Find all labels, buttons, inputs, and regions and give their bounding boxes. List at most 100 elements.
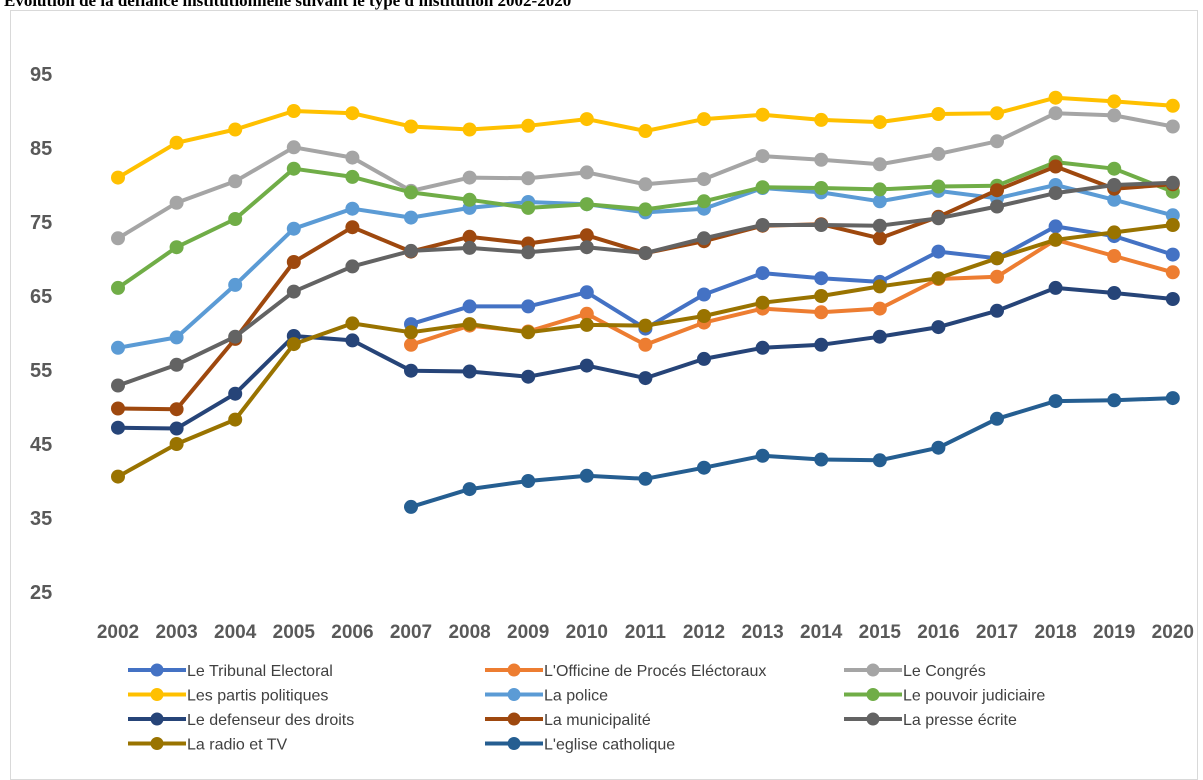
data-point bbox=[111, 401, 125, 416]
data-point bbox=[462, 192, 477, 207]
legend-label: L'Officine de Procés Eléctoraux bbox=[544, 663, 766, 680]
legend-label: La police bbox=[544, 688, 608, 705]
legend-item: L'eglise catholique bbox=[485, 737, 675, 754]
data-point bbox=[579, 306, 594, 321]
data-point bbox=[1107, 178, 1122, 192]
y-tick-label: 85 bbox=[30, 138, 52, 160]
data-point bbox=[872, 301, 887, 316]
data-point bbox=[1048, 106, 1063, 121]
legend-label: La radio et TV bbox=[187, 737, 288, 754]
data-point bbox=[1165, 391, 1180, 406]
data-point bbox=[814, 289, 829, 303]
data-point bbox=[228, 212, 243, 226]
data-point bbox=[814, 271, 829, 286]
data-point bbox=[521, 200, 536, 215]
data-point bbox=[286, 221, 301, 236]
legend-item: Le pouvoir judiciaire bbox=[844, 688, 1045, 705]
data-point bbox=[579, 240, 594, 255]
data-point bbox=[1165, 208, 1180, 223]
data-point bbox=[404, 363, 418, 378]
legend-label: Le pouvoir judiciaire bbox=[903, 688, 1045, 705]
data-point bbox=[111, 170, 125, 185]
data-point bbox=[579, 358, 594, 373]
data-point bbox=[345, 150, 360, 165]
x-tick-label: 2003 bbox=[155, 622, 197, 643]
data-point bbox=[579, 165, 594, 180]
legend-item: La police bbox=[485, 688, 608, 705]
data-point bbox=[931, 146, 946, 161]
data-point bbox=[814, 181, 829, 195]
legend-marker bbox=[507, 737, 521, 750]
x-tick-label: 2019 bbox=[1093, 622, 1135, 643]
data-point bbox=[1048, 232, 1063, 247]
data-point bbox=[1107, 192, 1122, 207]
legend-label: Le Congrés bbox=[903, 663, 986, 680]
legend-item: Le Congrés bbox=[844, 663, 986, 680]
data-point bbox=[286, 255, 301, 269]
data-point bbox=[169, 437, 184, 451]
series-line bbox=[409, 237, 1175, 347]
data-point bbox=[286, 337, 301, 352]
legend-item: La presse écrite bbox=[844, 712, 1017, 729]
data-point bbox=[638, 318, 653, 333]
data-point bbox=[345, 259, 360, 274]
data-point bbox=[931, 440, 946, 455]
data-point bbox=[169, 330, 184, 345]
x-tick-label: 2002 bbox=[97, 622, 139, 643]
data-point bbox=[872, 453, 887, 468]
data-point bbox=[521, 299, 536, 314]
data-point bbox=[872, 182, 887, 197]
data-point bbox=[228, 329, 243, 344]
legend-marker bbox=[507, 712, 521, 726]
legend-marker bbox=[150, 688, 164, 701]
x-tick-label: 2014 bbox=[800, 622, 843, 643]
data-point bbox=[404, 185, 418, 200]
y-tick-label: 35 bbox=[30, 508, 52, 530]
series-line bbox=[116, 285, 1175, 431]
data-point bbox=[462, 229, 477, 244]
data-point bbox=[404, 243, 418, 258]
data-point bbox=[697, 309, 711, 323]
x-tick-label: 2011 bbox=[625, 622, 667, 643]
series-group bbox=[111, 218, 1180, 484]
data-point bbox=[1048, 186, 1063, 201]
data-point bbox=[345, 106, 360, 121]
series-group bbox=[111, 280, 1180, 436]
data-point bbox=[521, 474, 536, 488]
data-point bbox=[814, 112, 829, 127]
data-point bbox=[990, 303, 1004, 318]
x-tick-label: 2007 bbox=[390, 622, 432, 643]
data-point bbox=[1107, 286, 1122, 300]
data-point bbox=[345, 316, 360, 331]
data-point bbox=[755, 340, 770, 355]
data-point bbox=[697, 194, 711, 209]
legend: Le Tribunal Electoral L'Officine de Procé… bbox=[128, 663, 1045, 754]
data-point bbox=[931, 211, 946, 226]
data-point bbox=[579, 197, 594, 212]
legend-label: La presse écrite bbox=[903, 712, 1017, 729]
data-point bbox=[404, 210, 418, 225]
data-point bbox=[111, 420, 125, 435]
data-point bbox=[1048, 280, 1063, 295]
x-tick-label: 2017 bbox=[976, 622, 1018, 643]
data-point bbox=[1165, 265, 1180, 280]
data-point bbox=[228, 386, 243, 401]
data-point bbox=[521, 369, 536, 384]
legend-marker bbox=[866, 663, 880, 677]
legend-label: Les partis politiques bbox=[187, 688, 328, 705]
data-point bbox=[755, 218, 770, 232]
data-point bbox=[638, 202, 653, 217]
data-point bbox=[872, 279, 887, 294]
data-point bbox=[1165, 98, 1180, 113]
data-point bbox=[755, 149, 770, 164]
legend-marker bbox=[150, 663, 164, 677]
data-point bbox=[286, 104, 301, 118]
data-point bbox=[169, 402, 184, 417]
data-point bbox=[931, 244, 946, 259]
data-point bbox=[755, 448, 770, 463]
data-point bbox=[1107, 108, 1122, 123]
data-point bbox=[169, 135, 184, 150]
legend-marker bbox=[150, 712, 164, 726]
data-point bbox=[286, 161, 301, 176]
x-tick-label: 2018 bbox=[1034, 622, 1076, 643]
